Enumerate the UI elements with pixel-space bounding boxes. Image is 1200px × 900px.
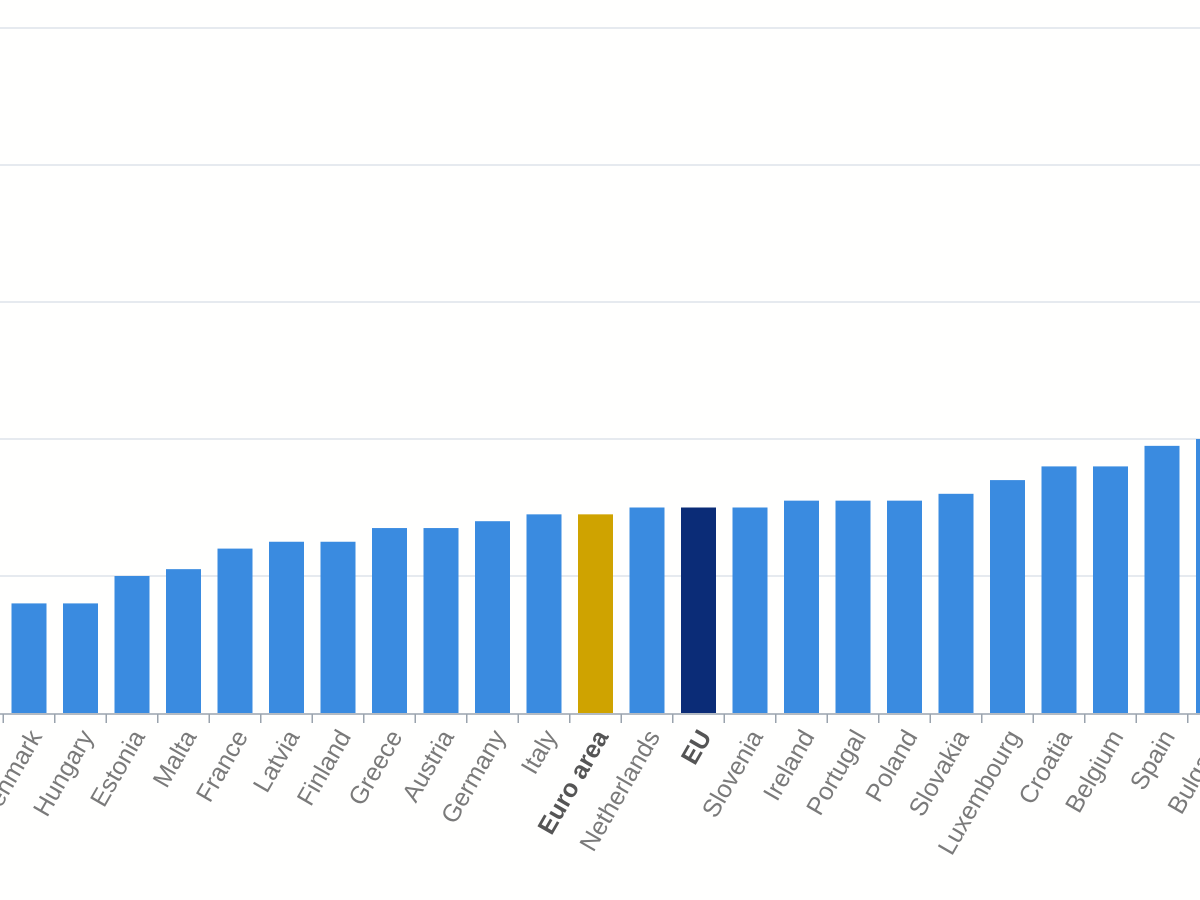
bar-slovenia[interactable] bbox=[732, 507, 768, 714]
x-tick-label: Malta bbox=[148, 725, 203, 792]
bar-hungary[interactable] bbox=[63, 603, 98, 713]
x-tick-label: France bbox=[191, 725, 254, 806]
bar-bulgaria[interactable] bbox=[1196, 439, 1200, 713]
bar-ireland[interactable] bbox=[784, 500, 819, 713]
x-tick-label: Spain bbox=[1125, 725, 1181, 794]
bar-malta[interactable] bbox=[166, 569, 201, 713]
bar-italy[interactable] bbox=[526, 514, 562, 713]
bar-austria[interactable] bbox=[423, 528, 459, 713]
bar-netherlands[interactable] bbox=[629, 507, 665, 714]
bar-estonia[interactable] bbox=[114, 576, 150, 713]
bar-germany[interactable] bbox=[475, 521, 510, 713]
bar-france[interactable] bbox=[217, 548, 253, 713]
bar-slovakia[interactable] bbox=[938, 493, 974, 713]
bars bbox=[11, 439, 1200, 714]
bar-spain[interactable] bbox=[1144, 445, 1180, 713]
bar-luxembourg[interactable] bbox=[990, 480, 1025, 713]
x-tick-label: EU bbox=[676, 725, 718, 769]
bar-finland[interactable] bbox=[320, 541, 356, 713]
bar-croatia[interactable] bbox=[1041, 466, 1077, 713]
x-tick-label: Italy bbox=[516, 725, 563, 779]
bar-belgium[interactable] bbox=[1093, 466, 1128, 713]
x-axis bbox=[0, 713, 1200, 723]
bar-euro-area[interactable] bbox=[578, 514, 613, 713]
bar-greece[interactable] bbox=[372, 528, 407, 713]
bar-portugal[interactable] bbox=[835, 500, 871, 713]
bar-latvia[interactable] bbox=[269, 541, 304, 713]
bar-eu[interactable] bbox=[681, 507, 716, 714]
bar-denmark[interactable] bbox=[11, 603, 47, 713]
bar-poland[interactable] bbox=[887, 500, 922, 713]
x-tick-labels: DenmarkHungaryEstoniaMaltaFranceLatviaFi… bbox=[0, 724, 1200, 859]
